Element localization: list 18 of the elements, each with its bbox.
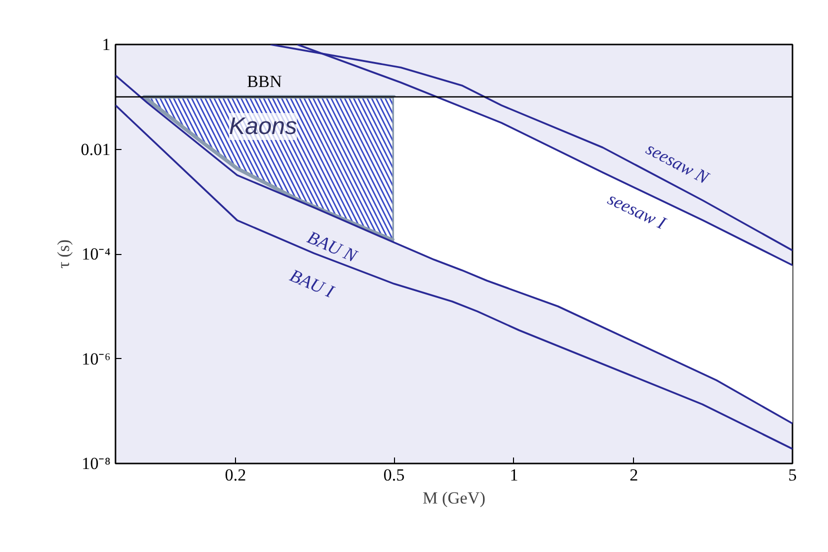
x-tick-label: 1 — [510, 466, 518, 484]
text: seesaw I — [604, 188, 670, 234]
y-tick-label: 0.01 — [80, 140, 110, 159]
text: BAU I — [286, 265, 338, 302]
text: BAU N — [304, 226, 361, 266]
x-tick-label: 0.2 — [224, 466, 246, 484]
x-axis-title: M (GeV) — [422, 488, 486, 508]
ref-line-label: BBN — [246, 72, 282, 91]
y-tick-label: 1 — [102, 35, 110, 54]
x-tick-label: 0.5 — [383, 466, 405, 484]
text: seesaw N — [642, 138, 713, 188]
y-tick-label: 10⁻⁶ — [82, 349, 111, 368]
y-tick-label: 10⁻⁸ — [82, 454, 111, 473]
y-tick-label: 10⁻⁴ — [82, 244, 111, 264]
x-tick-label: 2 — [630, 466, 638, 484]
x-tick-label: 5 — [788, 466, 797, 484]
y-axis-title: τ (s) — [54, 239, 73, 269]
series-label: Kaons — [228, 112, 298, 140]
